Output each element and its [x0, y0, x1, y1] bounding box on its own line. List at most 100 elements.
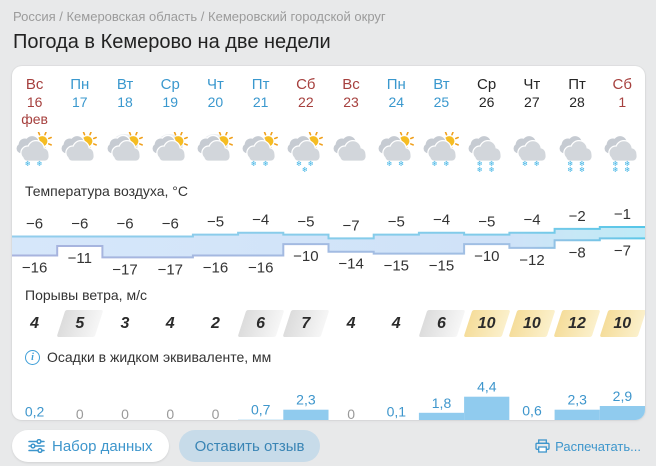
precip-value: 0,7	[251, 402, 271, 418]
wind-value: 2	[211, 315, 220, 333]
day-date: 20	[193, 94, 238, 111]
breadcrumb-item[interactable]: Россия	[13, 9, 56, 24]
day-column[interactable]: Пн24	[374, 76, 419, 128]
temp-min-value: −12	[519, 252, 544, 269]
breadcrumb-separator: /	[197, 9, 208, 24]
temp-max-value: −5	[478, 214, 495, 231]
printer-icon	[535, 439, 550, 453]
temp-min-value: −14	[338, 256, 363, 273]
temp-max-value: −6	[116, 216, 133, 233]
snowflakes: ❄ ❄❄ ❄	[567, 162, 587, 175]
precip-value: 0,1	[387, 404, 407, 420]
dataset-button-label: Набор данных	[52, 438, 153, 455]
day-date: 21	[238, 94, 283, 111]
temp-max-value: −6	[162, 216, 179, 233]
wind-value: 10	[478, 315, 496, 333]
breadcrumb-separator: /	[56, 9, 67, 24]
day-column[interactable]: Чт27	[509, 76, 554, 128]
temp-max-value: −2	[569, 208, 586, 225]
day-column[interactable]: Пт21	[238, 76, 283, 128]
precip-value: 0	[347, 406, 355, 420]
temp-max-value: −1	[614, 206, 631, 223]
day-name: Пн	[374, 76, 419, 94]
day-column[interactable]: Чт20	[193, 76, 238, 128]
temp-max-value: −5	[388, 214, 405, 231]
wind-cell: 6	[419, 307, 464, 341]
weather-icon-clouds: ❄ ❄❄ ❄	[464, 132, 509, 175]
day-column[interactable]: Сб22	[283, 76, 328, 128]
day-name: Сб	[283, 76, 328, 94]
breadcrumb-item[interactable]: Кемеровская область	[66, 9, 197, 24]
day-column[interactable]: Ср19	[148, 76, 193, 128]
day-column[interactable]: Вт25	[419, 76, 464, 128]
precip-value: 0	[76, 406, 84, 420]
wind-cell: 10	[600, 307, 645, 341]
day-date: 16 фев	[12, 94, 57, 128]
weather-icon-sun-clouds: ❄ ❄❄	[283, 132, 328, 175]
wind-value: 4	[166, 315, 175, 333]
day-name: Вт	[102, 76, 147, 94]
print-link[interactable]: Распечатать...	[535, 439, 641, 454]
day-column[interactable]: Сб1	[600, 76, 645, 128]
feedback-button[interactable]: Оставить отзыв	[179, 430, 321, 462]
wind-cell: 6	[238, 307, 283, 341]
day-column[interactable]: Ср26	[464, 76, 509, 128]
day-column[interactable]: Вс16 фев	[12, 76, 57, 128]
precip-value: 0	[166, 406, 174, 420]
day-name: Ср	[464, 76, 509, 94]
wind-cell: 2	[193, 307, 238, 341]
day-column[interactable]: Вс23	[328, 76, 373, 128]
wind-section-label: Порывы ветра, м/с	[25, 287, 645, 303]
breadcrumb-item[interactable]: Кемеровский городской округ	[208, 9, 386, 24]
snowflakes: ❄ ❄	[386, 162, 406, 175]
wind-cell: 12	[554, 307, 599, 341]
day-column[interactable]: Пт28	[554, 76, 599, 128]
precip-value: 1,8	[432, 395, 452, 411]
wind-value: 10	[523, 315, 541, 333]
snowflakes: ❄ ❄❄ ❄	[612, 162, 632, 175]
temp-min-value: −17	[158, 261, 183, 278]
wind-cell: 4	[328, 307, 373, 341]
day-column[interactable]: Вт18	[102, 76, 147, 128]
snowflakes: ❄ ❄❄	[296, 162, 316, 175]
weather-icon-sun-clouds	[193, 132, 238, 175]
wind-cell: 10	[509, 307, 554, 341]
wind-value: 3	[121, 315, 130, 333]
temp-min-value: −8	[569, 244, 586, 261]
dataset-button[interactable]: Набор данных	[12, 430, 169, 462]
day-date: 26	[464, 94, 509, 111]
temp-min-value: −10	[474, 248, 499, 265]
temp-max-value: −6	[26, 216, 43, 233]
temp-min-value: −11	[68, 250, 92, 267]
day-name: Пн	[57, 76, 102, 94]
weather-icon-sun-clouds: ❄ ❄	[374, 132, 419, 175]
info-icon[interactable]: i	[25, 350, 40, 365]
day-date: 24	[374, 94, 419, 111]
wind-cell: 4	[148, 307, 193, 341]
temp-max-value: −4	[252, 212, 269, 229]
snowflakes: ❄ ❄	[522, 162, 542, 175]
temp-min-value: −15	[429, 258, 454, 275]
wind-value: 7	[301, 315, 310, 333]
precip-section-label: i Осадки в жидком эквиваленте, мм	[25, 349, 645, 365]
weather-icon-clouds: ❄ ❄	[509, 132, 554, 175]
day-column[interactable]: Пн17	[57, 76, 102, 128]
precip-value: 2,3	[567, 392, 587, 408]
day-name: Чт	[193, 76, 238, 94]
snowflakes: ❄ ❄	[432, 162, 452, 175]
breadcrumb: Россия / Кемеровская область / Кемеровск…	[0, 0, 656, 24]
forecast-card: Вс16 февПн17Вт18Ср19Чт20Пт21Сб22Вс23Пн24…	[12, 66, 645, 420]
day-date: 25	[419, 94, 464, 111]
wind-cell: 7	[283, 307, 328, 341]
temperature-section-label: Температура воздуха, °C	[25, 183, 645, 199]
sliders-icon	[28, 439, 45, 453]
day-date: 22	[283, 94, 328, 111]
page-title: Погода в Кемерово на две недели	[0, 24, 656, 54]
day-name: Сб	[600, 76, 645, 94]
temp-max-value: −5	[207, 214, 224, 231]
weather-icon-sun-clouds	[57, 132, 102, 175]
temp-min-value: −16	[203, 260, 228, 277]
weather-icon-clouds: ❄ ❄❄ ❄	[600, 132, 645, 175]
precip-value: 0	[121, 406, 129, 420]
wind-value: 10	[613, 315, 631, 333]
